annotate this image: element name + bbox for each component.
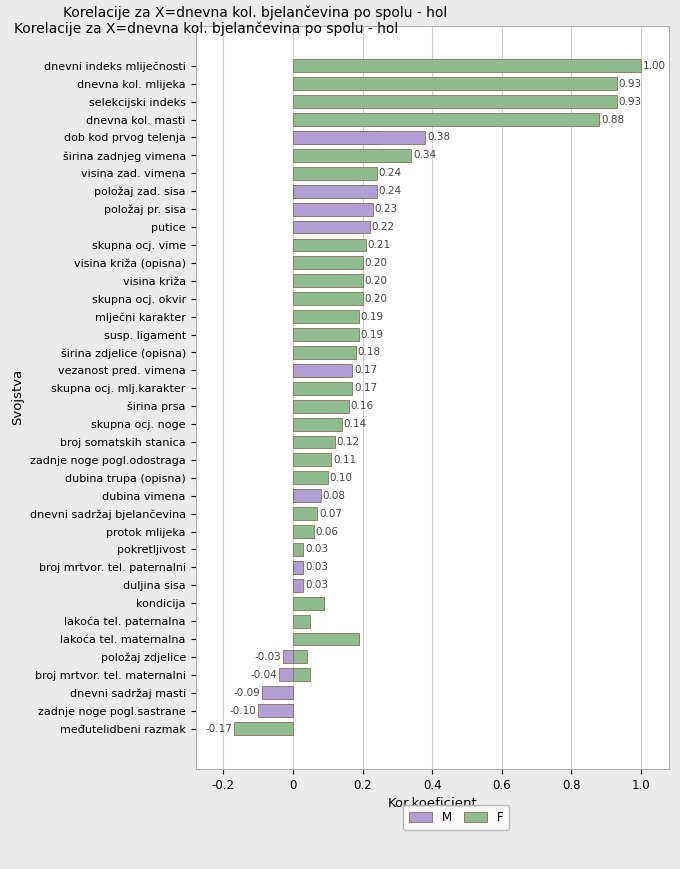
X-axis label: Kor.koeficient: Kor.koeficient: [388, 797, 477, 810]
Text: 1.00: 1.00: [643, 61, 666, 71]
Bar: [293, 525, 314, 538]
Bar: [279, 668, 293, 681]
Text: 0.20: 0.20: [364, 258, 388, 268]
Bar: [293, 454, 331, 467]
Bar: [234, 722, 293, 735]
Bar: [293, 543, 303, 556]
Text: 0.11: 0.11: [333, 454, 356, 465]
Bar: [293, 238, 366, 251]
Bar: [293, 202, 359, 216]
Text: 0.03: 0.03: [305, 545, 328, 554]
Bar: [293, 275, 362, 288]
Bar: [293, 185, 362, 197]
Bar: [293, 346, 356, 359]
Text: 0.17: 0.17: [354, 365, 377, 375]
Text: Korelacije za X=dnevna kol. bjelančevina po spolu - hol: Korelacije za X=dnevna kol. bjelančevina…: [14, 22, 398, 36]
Bar: [293, 651, 307, 663]
Text: 0.03: 0.03: [305, 562, 328, 573]
Bar: [293, 435, 335, 448]
Bar: [282, 651, 293, 663]
Text: 0.19: 0.19: [361, 312, 384, 322]
Text: 0.21: 0.21: [368, 240, 391, 250]
Legend: M, F: M, F: [403, 805, 509, 830]
Bar: [293, 579, 303, 592]
Bar: [293, 310, 359, 323]
Text: -0.09: -0.09: [233, 687, 260, 698]
Text: 0.16: 0.16: [350, 401, 373, 411]
Bar: [293, 202, 373, 216]
Text: -0.17: -0.17: [205, 724, 232, 733]
Bar: [293, 167, 377, 180]
Bar: [293, 221, 369, 234]
Text: Korelacije za X=dnevna kol. bjelančevina po spolu - hol: Korelacije za X=dnevna kol. bjelančevina…: [63, 6, 447, 20]
Bar: [293, 579, 300, 592]
Bar: [293, 633, 359, 646]
Text: 0.22: 0.22: [371, 222, 394, 232]
Text: 0.18: 0.18: [358, 348, 381, 357]
Text: 0.08: 0.08: [322, 491, 345, 501]
Bar: [293, 149, 411, 162]
Bar: [293, 614, 310, 627]
Bar: [293, 292, 362, 305]
Bar: [293, 400, 349, 413]
Bar: [293, 96, 617, 108]
Text: 0.20: 0.20: [364, 294, 388, 303]
Text: 0.07: 0.07: [319, 508, 342, 519]
Bar: [293, 597, 324, 610]
Bar: [286, 704, 293, 717]
Bar: [293, 59, 641, 72]
Bar: [293, 561, 300, 574]
Bar: [293, 418, 342, 430]
Text: 0.14: 0.14: [343, 419, 367, 429]
Bar: [258, 704, 293, 717]
Text: 0.23: 0.23: [375, 204, 398, 214]
Text: 0.38: 0.38: [427, 132, 450, 143]
Bar: [293, 471, 328, 484]
Bar: [293, 256, 362, 269]
Text: 0.20: 0.20: [364, 275, 388, 286]
Bar: [286, 687, 293, 700]
Bar: [293, 507, 318, 520]
Bar: [293, 364, 352, 377]
Bar: [293, 328, 359, 341]
Text: -0.03: -0.03: [254, 652, 281, 662]
Bar: [293, 668, 310, 681]
Text: -0.04: -0.04: [250, 670, 277, 680]
Bar: [293, 185, 377, 197]
Text: 0.10: 0.10: [330, 473, 352, 483]
Text: 0.93: 0.93: [618, 79, 641, 89]
Bar: [293, 131, 425, 144]
Bar: [293, 489, 321, 502]
Text: -0.10: -0.10: [230, 706, 256, 716]
Text: 0.12: 0.12: [337, 437, 360, 447]
Bar: [293, 364, 342, 377]
Text: 0.88: 0.88: [601, 115, 624, 124]
Bar: [293, 561, 303, 574]
Bar: [293, 489, 318, 502]
Text: 0.19: 0.19: [361, 329, 384, 340]
Bar: [293, 381, 352, 395]
Text: 0.17: 0.17: [354, 383, 377, 394]
Text: 0.93: 0.93: [618, 96, 641, 107]
Y-axis label: Svojstva: Svojstva: [11, 369, 24, 425]
Bar: [293, 221, 362, 234]
Text: 0.03: 0.03: [305, 580, 328, 590]
Text: 0.06: 0.06: [316, 527, 339, 536]
Bar: [293, 131, 380, 144]
Bar: [262, 687, 293, 700]
Bar: [293, 77, 617, 90]
Text: 0.24: 0.24: [378, 186, 401, 196]
Text: 0.24: 0.24: [378, 169, 401, 178]
Text: 0.34: 0.34: [413, 150, 436, 161]
Bar: [293, 113, 599, 126]
